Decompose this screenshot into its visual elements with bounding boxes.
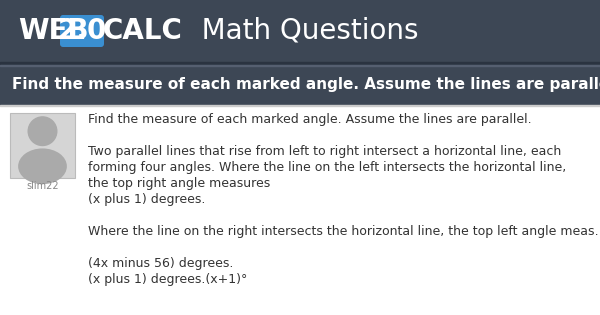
- Bar: [0, 105, 600, 315]
- Bar: [0, 0, 600, 62]
- Text: Two parallel lines that rise from left to right intersect a horizontal line, eac: Two parallel lines that rise from left t…: [88, 145, 561, 158]
- Text: (x plus 1) degrees.: (x plus 1) degrees.: [88, 193, 205, 206]
- Text: Where the line on the right intersects the horizontal line, the top left angle m: Where the line on the right intersects t…: [88, 225, 600, 238]
- Text: (4x minus 56) degrees.: (4x minus 56) degrees.: [88, 257, 233, 270]
- Text: Math Questions: Math Questions: [175, 17, 419, 45]
- Ellipse shape: [18, 148, 67, 184]
- Text: the top right angle measures: the top right angle measures: [88, 177, 270, 190]
- Bar: [0, 65, 600, 105]
- Bar: [0, 62, 600, 65]
- Bar: [0, 105, 600, 106]
- Text: slim22: slim22: [26, 181, 59, 191]
- Text: Find the measure of each marked angle. Assume the lines are parallel.: Find the measure of each marked angle. A…: [12, 77, 600, 93]
- Text: (x plus 1) degrees.(x+1)°: (x plus 1) degrees.(x+1)°: [88, 273, 247, 286]
- Circle shape: [28, 117, 57, 146]
- Text: CALC: CALC: [103, 17, 183, 45]
- Text: WEB: WEB: [18, 17, 89, 45]
- Bar: [10, 113, 75, 178]
- Text: forming four angles. Where the line on the left intersects the horizontal line,: forming four angles. Where the line on t…: [88, 161, 566, 174]
- FancyBboxPatch shape: [60, 15, 104, 47]
- Bar: [0, 65, 600, 66]
- Text: Find the measure of each marked angle. Assume the lines are parallel.: Find the measure of each marked angle. A…: [88, 113, 532, 126]
- Text: 2.0: 2.0: [58, 17, 107, 45]
